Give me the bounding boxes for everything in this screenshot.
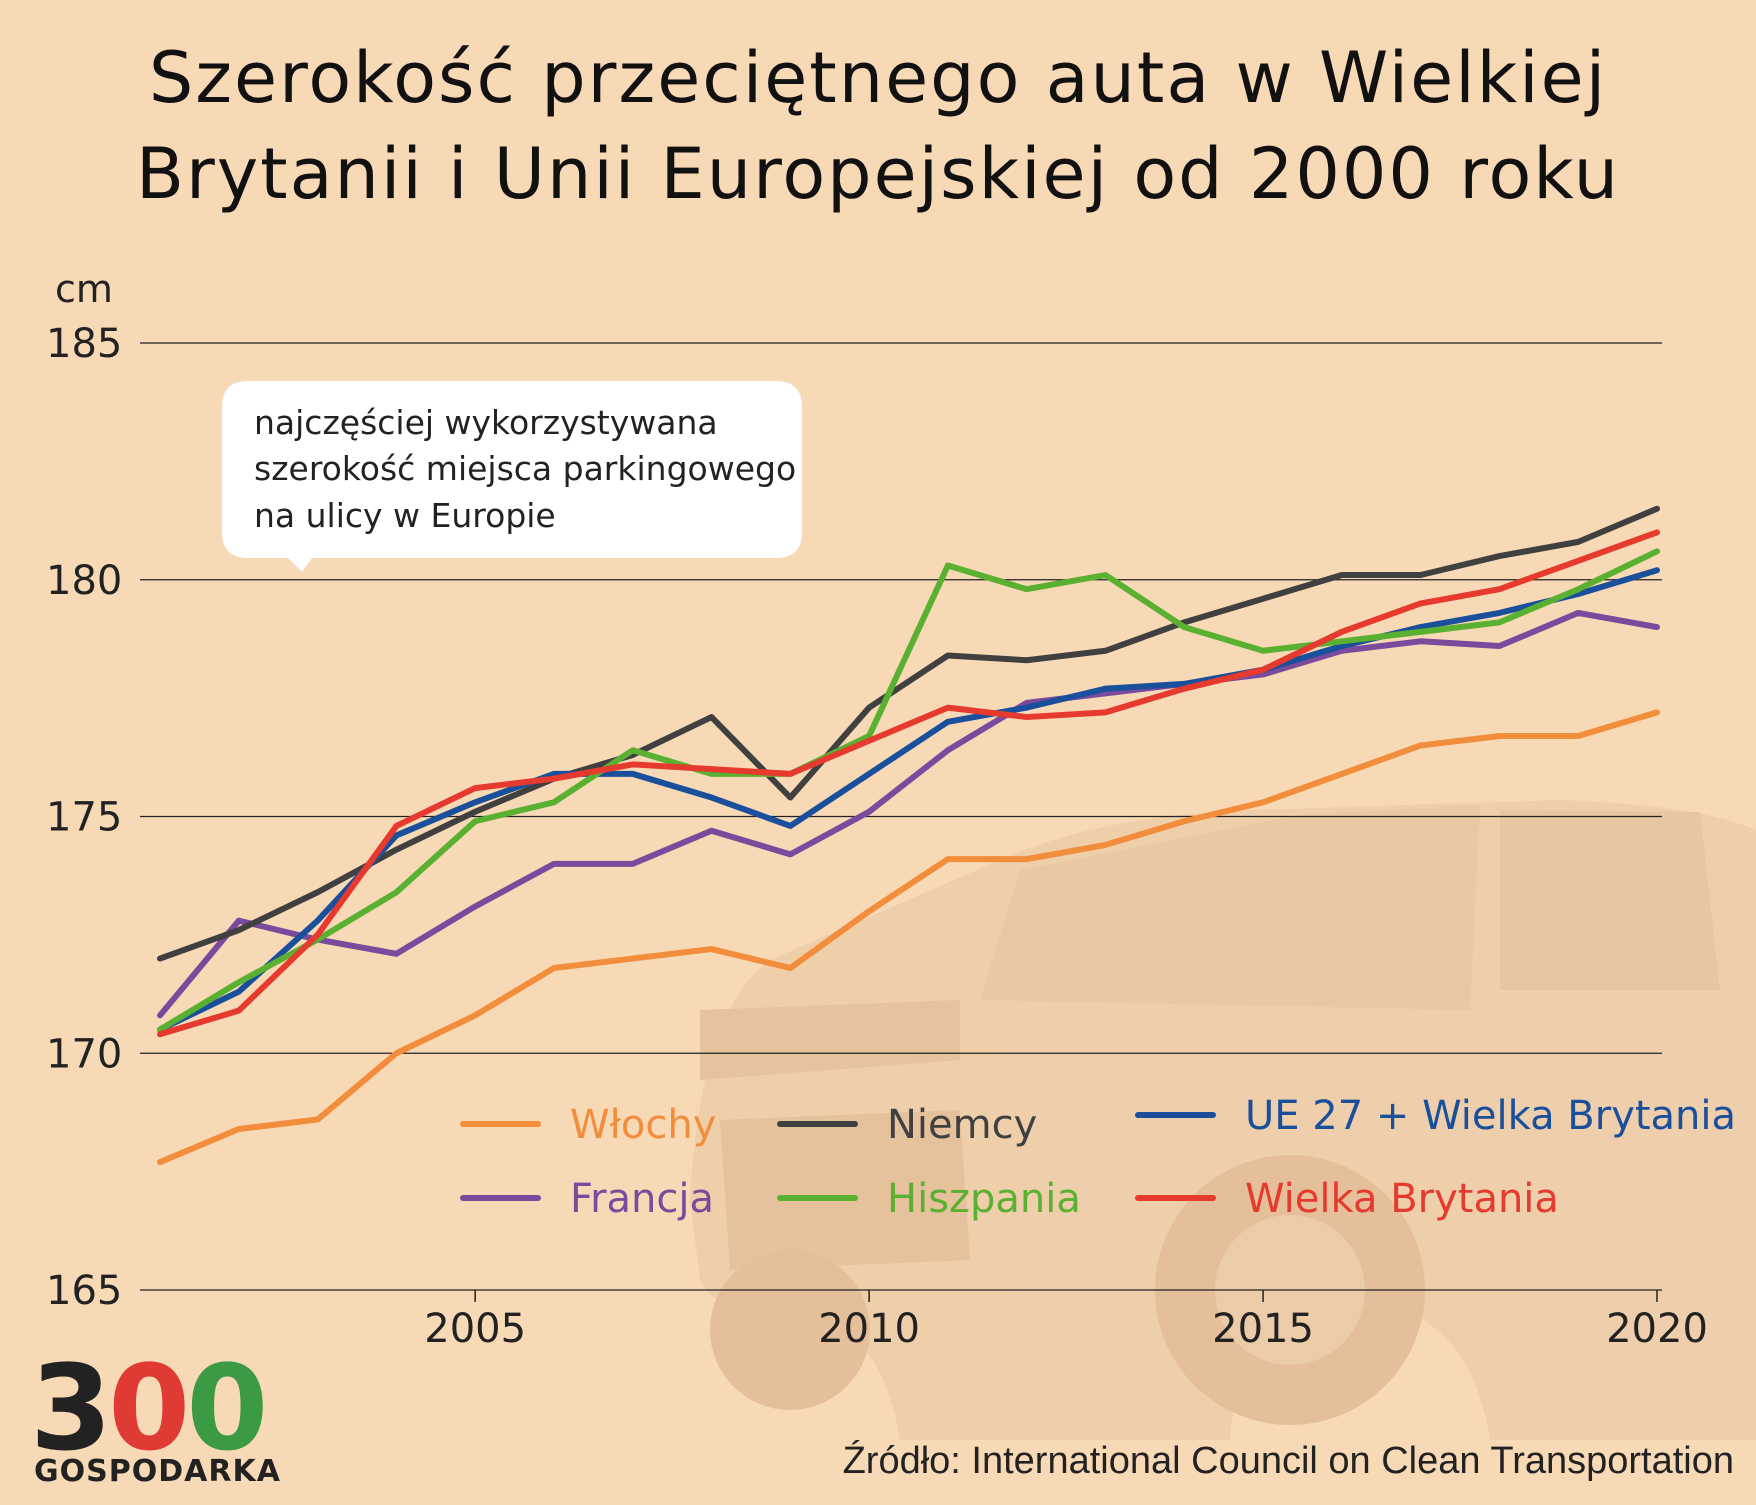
y-tick-label: 165 (46, 1268, 122, 1314)
y-tick-label: 175 (46, 795, 122, 841)
x-tick-label: 2015 (1212, 1306, 1314, 1352)
legend-label: Francja (570, 1176, 714, 1222)
legend: Włochy Niemcy UE 27 + Wielka Brytania Franc… (460, 1093, 1736, 1222)
legend-label: Niemcy (887, 1102, 1037, 1148)
logo-word: GOSPODARKA (34, 1454, 281, 1489)
logo-digit-3: 0 (186, 1339, 268, 1477)
y-axis-unit: cm (55, 267, 113, 311)
logo-digit-2: 0 (108, 1339, 190, 1477)
legend-label: UE 27 + Wielka Brytania (1245, 1093, 1736, 1139)
series-line-ue-27-wielka-brytania (157, 567, 1660, 1033)
chart-title-line2: Brytanii i Unii Europejskiej od 2000 rok… (135, 133, 1621, 215)
legend-label: Włochy (570, 1102, 716, 1148)
y-tick-label: 185 (46, 321, 122, 367)
annotation-line1: najczęściej wykorzystywana (254, 403, 718, 442)
source-note: Źródło: International Council on Clean T… (842, 1440, 1734, 1482)
series-line-włochy (157, 709, 1660, 1166)
logo-300-gospodarka: 300 GOSPODARKA (30, 1339, 280, 1489)
axes: 165 170 175 180 185 2005 2010 2015 2020 (46, 321, 1708, 1352)
legend-label: Hiszpania (887, 1176, 1081, 1222)
annotation-bubble: najczęściej wykorzystywana szerokość mie… (222, 381, 802, 572)
car-illustration (690, 800, 1756, 1440)
annotation-line3: na ulicy w Europie (254, 496, 556, 535)
annotation-bubble-shape (222, 381, 802, 572)
series-line-francja (157, 609, 1660, 1019)
series-lines (157, 505, 1660, 1166)
annotation-line2: szerokość miejsca parkingowego (254, 449, 796, 488)
y-tick-label: 180 (46, 558, 122, 604)
y-tick-label: 170 (46, 1031, 122, 1077)
logo-digits: 300 (30, 1339, 268, 1477)
series-line-niemcy (157, 505, 1660, 962)
x-tick-label: 2010 (818, 1306, 920, 1352)
x-tick-label: 2020 (1606, 1306, 1708, 1352)
chart-title: Szerokość przeciętnego auta w Wielkiej B… (0, 30, 1756, 222)
chart-title-line1: Szerokość przeciętnego auta w Wielkiej (148, 37, 1608, 119)
x-tick-label: 2005 (424, 1306, 526, 1352)
legend-label: Wielka Brytania (1245, 1176, 1559, 1222)
logo-digit-1: 3 (30, 1339, 112, 1477)
series-line-hiszpania (157, 548, 1660, 1033)
series-line-wielka-brytania (157, 529, 1660, 1038)
